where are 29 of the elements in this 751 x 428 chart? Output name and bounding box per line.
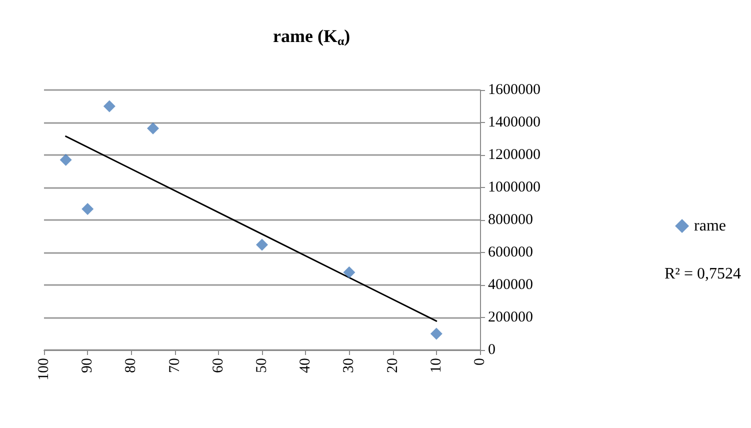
y-tick-label: 800000 (488, 212, 533, 228)
legend-label: rame (694, 218, 726, 234)
y-tick-label: 0 (488, 342, 496, 358)
point (343, 266, 356, 278)
x-tick-label: 40 (298, 358, 314, 373)
x-tick-label: 10 (428, 358, 444, 373)
x-tick-label: 50 (254, 358, 270, 373)
y-tick-label: 1400000 (488, 114, 540, 130)
x-tick-label: 70 (166, 358, 183, 373)
x-tick-label: 60 (210, 358, 226, 373)
point (82, 202, 94, 215)
x-tick-label: 0 (472, 358, 488, 366)
point (103, 100, 116, 112)
y-tick-label: 400000 (488, 277, 533, 293)
point (147, 122, 159, 134)
y-tick-label: 1200000 (488, 147, 540, 163)
y-tick-label: 1600000 (488, 82, 540, 98)
y-tick-label: 600000 (488, 244, 533, 260)
x-tick-label: 90 (80, 358, 96, 373)
text: R² = 0,7524 (664, 266, 742, 282)
x-tick-label: 30 (341, 358, 358, 373)
x-tick-label: 100 (36, 358, 52, 380)
point (430, 328, 442, 340)
y-tick-label: 200000 (488, 310, 533, 326)
y-tick-label: 1000000 (488, 180, 540, 196)
point (60, 154, 72, 166)
x-tick-label: 20 (384, 358, 401, 373)
x-tick-label: 80 (123, 358, 140, 373)
point (256, 238, 268, 251)
